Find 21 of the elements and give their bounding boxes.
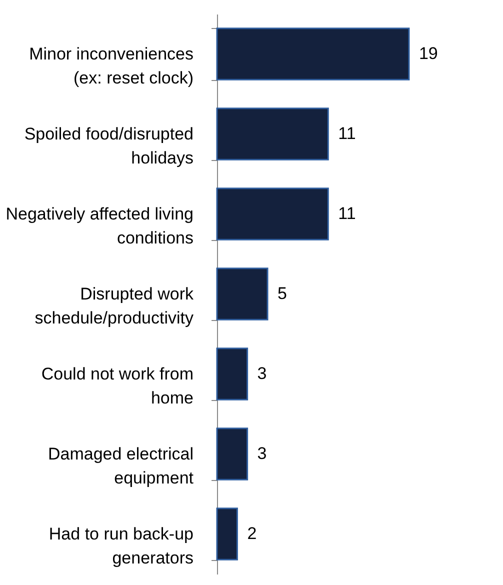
data-label: 3 [257,444,267,463]
data-label: 3 [257,364,267,383]
bar [216,108,329,160]
y-tick-label: Disrupted work schedule/productivity [34,284,194,328]
bar [216,428,248,480]
bar [216,508,238,560]
data-label: 11 [338,124,356,143]
data-label: 19 [418,44,438,63]
data-label: 11 [338,204,356,223]
y-tick-label: Spoiled food/disrupted holidays [24,124,194,168]
y-tick-label: Had to run back-up generators [48,524,194,568]
y-tick-label: Negatively affected living conditions [6,204,194,248]
bar [216,268,268,320]
data-label: 5 [278,284,287,303]
bar [216,28,410,80]
bar [216,188,329,240]
y-tick-label: Minor inconveniences (ex: reset clock) [29,44,194,88]
y-tick-label: Could not work from home [41,364,194,408]
data-label: 2 [247,524,257,543]
y-tick-label: Damaged electrical equipment [48,444,194,488]
bar [216,348,248,400]
